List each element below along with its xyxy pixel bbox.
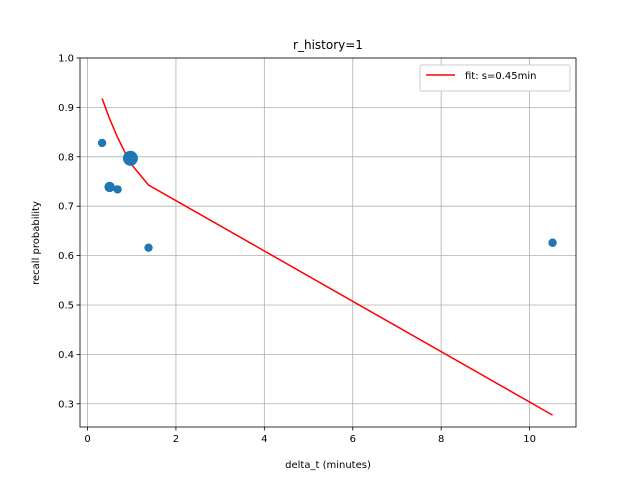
y-tick-label: 1.0 [58,54,74,65]
y-axis-label: recall probability [31,201,42,285]
chart-title: r_history=1 [293,38,363,52]
x-tick-label: 2 [173,434,179,445]
x-tick-label: 0 [84,434,90,445]
y-axis-ticks: 0.3 0.4 0.5 0.6 0.7 0.8 0.9 1.0 [58,54,80,410]
x-tick-label: 4 [261,434,267,445]
x-tick-label: 6 [350,434,356,445]
x-axis-ticks: 0 2 4 6 8 10 [84,427,536,445]
fit-line-layer [101,98,553,416]
scatter-point [548,238,557,247]
y-tick-label: 0.8 [58,152,74,163]
y-tick-label: 0.9 [58,103,74,114]
scatter-points-layer [97,138,557,252]
y-tick-label: 0.4 [58,350,74,361]
scatter-point [144,243,153,252]
x-tick-label: 10 [523,434,536,445]
x-axis-label: delta_t (minutes) [285,460,371,471]
y-tick-label: 0.6 [58,251,74,262]
scatter-point [104,181,115,193]
scatter-point [113,185,122,194]
fit-line [101,98,553,416]
x-tick-label: 8 [438,434,444,445]
y-tick-label: 0.7 [58,202,74,213]
scatter-point [97,138,107,148]
y-tick-label: 0.3 [58,399,74,410]
y-tick-label: 0.5 [58,300,74,311]
scatter-point [122,150,138,166]
plot-frame [79,57,577,428]
legend-box [419,64,571,92]
legend-fit-label: fit: s=0.45min [465,71,536,82]
legend: fit: s=0.45min [419,64,571,92]
